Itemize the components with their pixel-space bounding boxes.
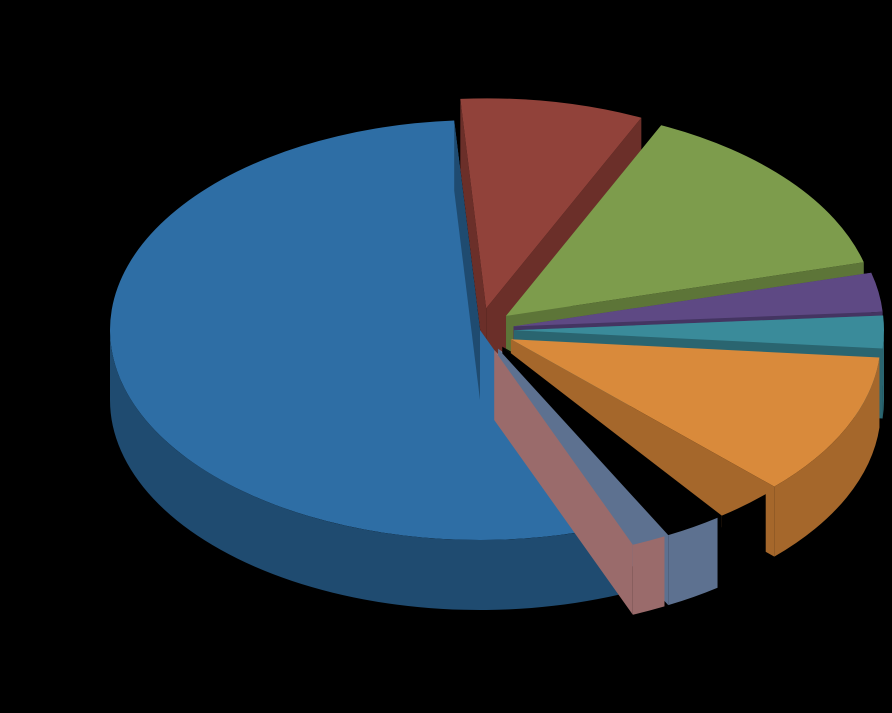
- pie-chart-3d: [0, 0, 892, 713]
- pie-slice-rim: [633, 536, 665, 614]
